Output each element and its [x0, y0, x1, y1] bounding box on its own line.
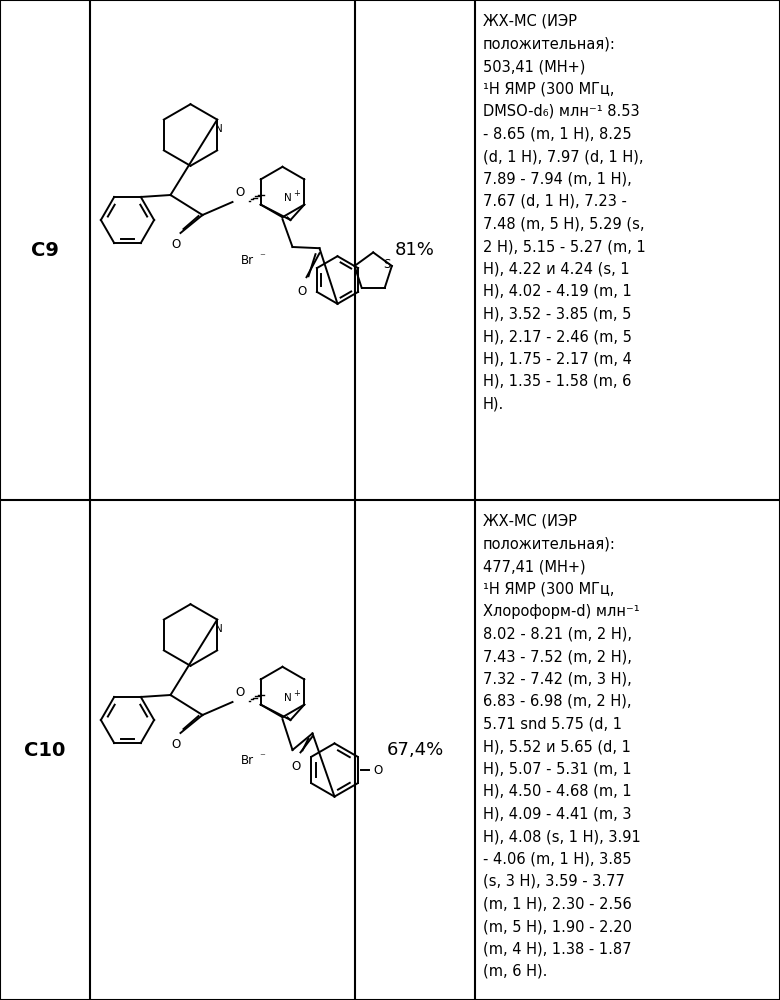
Text: +: +	[293, 190, 300, 198]
Text: 477,41 (МН+): 477,41 (МН+)	[483, 559, 586, 574]
Text: H), 1.35 - 1.58 (m, 6: H), 1.35 - 1.58 (m, 6	[483, 374, 631, 389]
Text: H), 2.17 - 2.46 (m, 5: H), 2.17 - 2.46 (m, 5	[483, 329, 632, 344]
Text: O: O	[298, 285, 307, 298]
Text: (s, 3 H), 3.59 - 3.77: (s, 3 H), 3.59 - 3.77	[483, 874, 625, 889]
Text: O: O	[373, 764, 382, 776]
Text: H), 4.22 и 4.24 (s, 1: H), 4.22 и 4.24 (s, 1	[483, 261, 629, 276]
Text: O: O	[292, 760, 301, 773]
Text: положительная):: положительная):	[483, 36, 616, 51]
Text: (m, 6 H).: (m, 6 H).	[483, 964, 548, 979]
Text: O: O	[172, 238, 181, 251]
Text: H), 5.52 и 5.65 (d, 1: H), 5.52 и 5.65 (d, 1	[483, 739, 631, 754]
Text: C10: C10	[24, 740, 66, 760]
Text: Br: Br	[240, 253, 254, 266]
Text: положительная):: положительная):	[483, 536, 616, 552]
Text: 7.89 - 7.94 (m, 1 H),: 7.89 - 7.94 (m, 1 H),	[483, 172, 632, 186]
Text: N: N	[215, 624, 223, 634]
Text: H), 1.75 - 2.17 (m, 4: H), 1.75 - 2.17 (m, 4	[483, 352, 632, 366]
Text: ЖХ-МС (ИЭР: ЖХ-МС (ИЭР	[483, 14, 577, 29]
Text: 7.67 (d, 1 H), 7.23 -: 7.67 (d, 1 H), 7.23 -	[483, 194, 627, 209]
Text: H), 4.08 (s, 1 H), 3.91: H), 4.08 (s, 1 H), 3.91	[483, 829, 640, 844]
Text: 6.83 - 6.98 (m, 2 H),: 6.83 - 6.98 (m, 2 H),	[483, 694, 632, 709]
Text: 7.32 - 7.42 (m, 3 H),: 7.32 - 7.42 (m, 3 H),	[483, 672, 632, 686]
Text: C9: C9	[31, 240, 59, 259]
Text: 503,41 (МН+): 503,41 (МН+)	[483, 59, 585, 74]
Text: 7.48 (m, 5 H), 5.29 (s,: 7.48 (m, 5 H), 5.29 (s,	[483, 217, 644, 232]
Text: H), 4.09 - 4.41 (m, 3: H), 4.09 - 4.41 (m, 3	[483, 806, 632, 822]
Text: ЖХ-МС (ИЭР: ЖХ-МС (ИЭР	[483, 514, 577, 529]
Text: 81%: 81%	[395, 241, 435, 259]
Text: 7.43 - 7.52 (m, 2 H),: 7.43 - 7.52 (m, 2 H),	[483, 649, 632, 664]
Text: N: N	[215, 124, 223, 134]
Text: H).: H).	[483, 396, 504, 412]
Text: (d, 1 H), 7.97 (d, 1 H),: (d, 1 H), 7.97 (d, 1 H),	[483, 149, 644, 164]
Text: O: O	[236, 186, 245, 199]
Text: ¹Н ЯМР (300 МГц,: ¹Н ЯМР (300 МГц,	[483, 82, 615, 97]
Text: 2 H), 5.15 - 5.27 (m, 1: 2 H), 5.15 - 5.27 (m, 1	[483, 239, 646, 254]
Text: Хлороформ-d) млн⁻¹: Хлороформ-d) млн⁻¹	[483, 604, 640, 619]
Text: DMSO-d₆) млн⁻¹ 8.53: DMSO-d₆) млн⁻¹ 8.53	[483, 104, 640, 119]
Text: N: N	[284, 193, 292, 203]
Text: - 4.06 (m, 1 H), 3.85: - 4.06 (m, 1 H), 3.85	[483, 852, 632, 866]
Text: O: O	[236, 686, 245, 699]
Text: H), 5.07 - 5.31 (m, 1: H), 5.07 - 5.31 (m, 1	[483, 762, 632, 776]
Text: S: S	[384, 257, 391, 270]
Text: - 8.65 (m, 1 H), 8.25: - 8.65 (m, 1 H), 8.25	[483, 126, 632, 141]
Text: H), 4.50 - 4.68 (m, 1: H), 4.50 - 4.68 (m, 1	[483, 784, 632, 799]
Text: (m, 1 H), 2.30 - 2.56: (m, 1 H), 2.30 - 2.56	[483, 896, 632, 912]
Text: ⁻: ⁻	[260, 252, 265, 262]
Text: (m, 4 H), 1.38 - 1.87: (m, 4 H), 1.38 - 1.87	[483, 942, 632, 956]
Text: 8.02 - 8.21 (m, 2 H),: 8.02 - 8.21 (m, 2 H),	[483, 626, 632, 642]
Text: 5.71 snd 5.75 (d, 1: 5.71 snd 5.75 (d, 1	[483, 716, 622, 732]
Text: H), 4.02 - 4.19 (m, 1: H), 4.02 - 4.19 (m, 1	[483, 284, 632, 299]
Text: (m, 5 H), 1.90 - 2.20: (m, 5 H), 1.90 - 2.20	[483, 919, 632, 934]
Text: 67,4%: 67,4%	[386, 741, 444, 759]
Text: O: O	[172, 738, 181, 751]
Text: Br: Br	[240, 754, 254, 766]
Text: ¹Н ЯМР (300 МГц,: ¹Н ЯМР (300 МГц,	[483, 582, 615, 596]
Text: H), 3.52 - 3.85 (m, 5: H), 3.52 - 3.85 (m, 5	[483, 306, 631, 322]
Text: N: N	[284, 693, 292, 703]
Text: ⁻: ⁻	[260, 752, 265, 762]
Text: +: +	[293, 690, 300, 698]
